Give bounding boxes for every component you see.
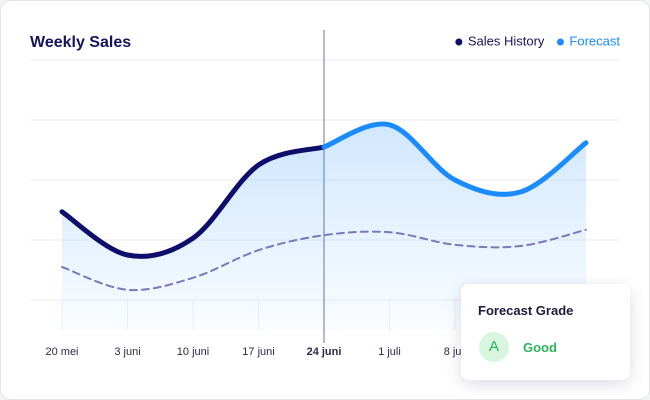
chart-title: Weekly Sales xyxy=(30,34,131,51)
grade-title: Forecast Grade xyxy=(478,303,574,318)
legend-dot xyxy=(455,38,463,46)
legend-label: Sales History xyxy=(468,33,545,48)
x-tick-label: 24 juni xyxy=(307,346,342,358)
x-tick-label: 3 juni xyxy=(114,346,140,358)
x-tick-label: 20 mei xyxy=(45,346,78,358)
legend-label: Forecast xyxy=(569,33,620,48)
x-tick-label: 10 juni xyxy=(177,346,209,358)
grade-card: Forecast Grade A Good xyxy=(461,284,630,380)
line xyxy=(321,121,589,197)
x-tick-label: 8 juli xyxy=(444,346,467,358)
x-tick-label: 17 juni xyxy=(242,346,274,358)
line xyxy=(59,144,327,259)
legend-dot xyxy=(556,38,564,46)
grade-rating: Good xyxy=(523,340,557,355)
x-tick-label: 1 juli xyxy=(378,346,401,358)
area xyxy=(324,123,586,330)
grade-badge: A xyxy=(479,332,509,362)
line xyxy=(61,228,587,292)
